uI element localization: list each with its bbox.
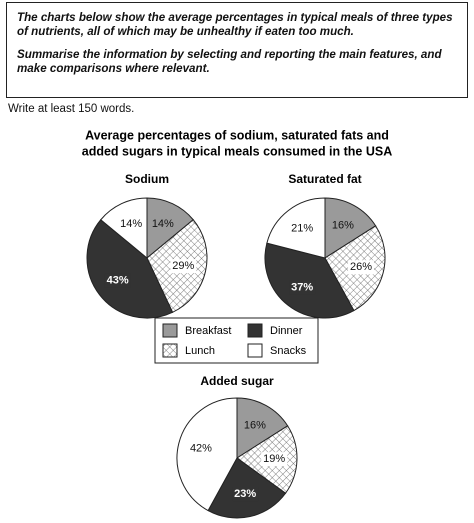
data-label: 16% bbox=[244, 419, 266, 431]
data-label: 26% bbox=[350, 261, 372, 273]
prompt-text: The charts below show the average percen… bbox=[17, 11, 453, 38]
pie-title: Sodium bbox=[125, 172, 169, 186]
pie-title: Saturated fat bbox=[288, 172, 361, 186]
pie-slice bbox=[100, 197, 148, 260]
prompt-text: Summarise the information by selecting a… bbox=[17, 48, 442, 75]
figure-title: Average percentages of sodium, saturated… bbox=[85, 128, 389, 142]
data-label: 23% bbox=[234, 488, 256, 500]
pie-slice bbox=[176, 397, 238, 512]
legend-swatch bbox=[162, 323, 178, 338]
legend-label: Lunch bbox=[185, 345, 215, 357]
label-bg bbox=[149, 217, 176, 232]
pie-slice bbox=[86, 219, 174, 319]
data-label: 29% bbox=[172, 260, 194, 272]
label-bg bbox=[232, 487, 259, 502]
legend-box bbox=[154, 317, 319, 364]
data-label: 16% bbox=[332, 219, 354, 231]
legend-swatch bbox=[247, 343, 263, 358]
pie-title: Added sugar bbox=[200, 374, 274, 388]
data-label: 43% bbox=[107, 275, 129, 287]
data-label: 14% bbox=[120, 218, 142, 230]
legend-label: Breakfast bbox=[185, 325, 231, 337]
data-label: 21% bbox=[291, 223, 313, 235]
label-bg bbox=[261, 452, 288, 467]
figure-title: added sugars in typical meals consumed i… bbox=[82, 144, 393, 158]
label-bg bbox=[104, 273, 131, 288]
prompt-box: The charts below show the average percen… bbox=[6, 2, 468, 98]
legend-swatch bbox=[247, 323, 263, 338]
instruction: Write at least 150 words. bbox=[8, 103, 135, 115]
label-bg bbox=[348, 260, 375, 275]
data-label: 19% bbox=[263, 453, 285, 465]
legend-label: Dinner bbox=[270, 325, 303, 337]
legend-swatch bbox=[162, 343, 178, 358]
label-bg bbox=[170, 259, 197, 274]
data-label: 37% bbox=[291, 281, 313, 293]
label-bg bbox=[329, 218, 356, 233]
legend-label: Snacks bbox=[270, 345, 307, 357]
data-label: 42% bbox=[190, 443, 212, 455]
label-bg bbox=[241, 418, 268, 433]
label-bg bbox=[289, 280, 316, 295]
pie-slice bbox=[266, 197, 326, 259]
data-label: 14% bbox=[152, 218, 174, 230]
